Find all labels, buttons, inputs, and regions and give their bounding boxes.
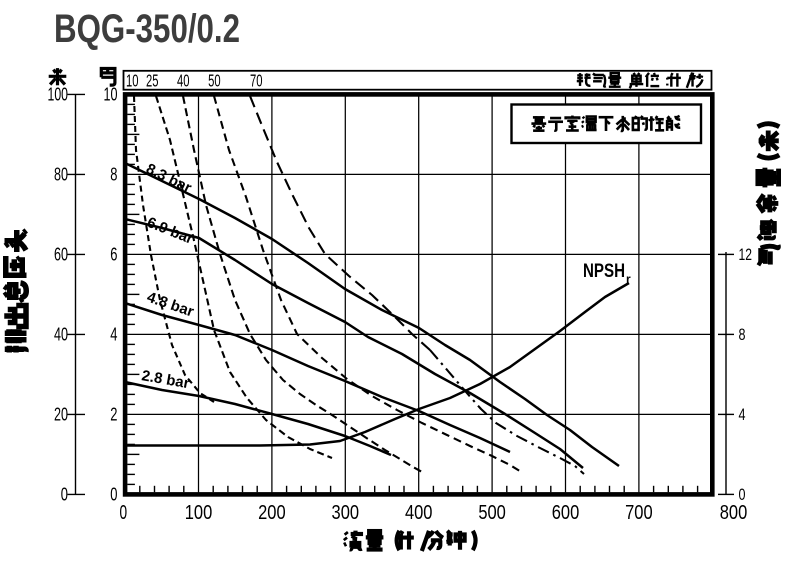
svg-text:40: 40 <box>177 70 190 90</box>
svg-text:100: 100 <box>185 502 213 524</box>
svg-text:NPSH: NPSH <box>583 261 625 282</box>
svg-text:300: 300 <box>332 502 360 524</box>
svg-text:10: 10 <box>126 70 139 90</box>
svg-text:200: 200 <box>258 502 286 524</box>
svg-text:10: 10 <box>104 84 118 105</box>
svg-text:100: 100 <box>48 84 69 105</box>
svg-text:2: 2 <box>110 404 117 425</box>
svg-text:12: 12 <box>739 245 753 264</box>
svg-text:700: 700 <box>625 502 653 524</box>
svg-text:r: r <box>626 272 631 286</box>
svg-text:500: 500 <box>478 502 506 524</box>
svg-text:0: 0 <box>61 484 68 505</box>
svg-text:8: 8 <box>110 164 117 185</box>
svg-text:600: 600 <box>552 502 580 524</box>
svg-text:70: 70 <box>250 70 263 90</box>
svg-text:20: 20 <box>54 404 68 425</box>
svg-text:400: 400 <box>405 502 433 524</box>
svg-text:6: 6 <box>110 244 117 265</box>
svg-text:8: 8 <box>739 325 746 344</box>
svg-text:4: 4 <box>739 405 746 424</box>
svg-text:800: 800 <box>720 502 748 524</box>
svg-text:0: 0 <box>739 485 746 504</box>
svg-text:40: 40 <box>54 324 68 345</box>
svg-text:50: 50 <box>208 70 221 90</box>
svg-text:BQG-350/0.2: BQG-350/0.2 <box>54 7 240 51</box>
svg-text:4: 4 <box>110 324 117 345</box>
svg-text:25: 25 <box>146 70 159 90</box>
svg-text:80: 80 <box>54 164 68 185</box>
svg-text:0: 0 <box>110 484 117 505</box>
svg-text:60: 60 <box>54 244 68 265</box>
svg-text:0: 0 <box>120 502 128 524</box>
